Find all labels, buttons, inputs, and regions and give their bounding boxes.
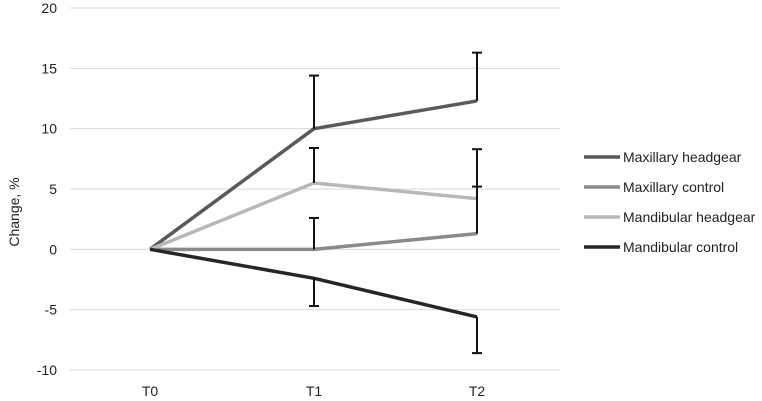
error-bar [309,278,319,308]
legend-label: Maxillary control [623,179,724,195]
legend-label: Mandibular control [623,239,738,255]
legend-item: Mandibular headgear [584,209,756,225]
x-axis-ticks: T0 T1 T2 [142,383,486,399]
y-tick-label: -10 [37,362,57,378]
x-tick-label: T2 [469,383,486,399]
error-bar [472,51,482,101]
legend-label: Maxillary headgear [623,149,742,165]
y-axis-title: Change, % [6,177,22,246]
error-bar [309,74,319,129]
y-tick-label: 0 [49,241,57,257]
y-tick-label: 5 [49,181,57,197]
y-tick-label: 20 [41,0,57,16]
gridlines [70,7,560,371]
error-bar [472,316,482,355]
y-tick-label: 10 [41,121,57,137]
x-tick-label: T1 [306,383,323,399]
x-tick-label: T0 [142,383,159,399]
error-bar [472,148,482,199]
error-bar [309,146,319,183]
legend: Maxillary headgear Maxillary control Mandi… [584,149,756,255]
legend-item: Mandibular control [584,239,738,255]
legend-item: Maxillary headgear [584,149,742,165]
legend-item: Maxillary control [584,179,724,195]
error-bar [309,216,319,250]
y-tick-label: -5 [45,302,58,318]
error-bars [309,51,482,355]
legend-label: Mandibular headgear [623,209,756,225]
y-tick-label: 15 [41,60,57,76]
y-axis-ticks: -10 -5 0 5 10 15 20 [37,0,57,378]
